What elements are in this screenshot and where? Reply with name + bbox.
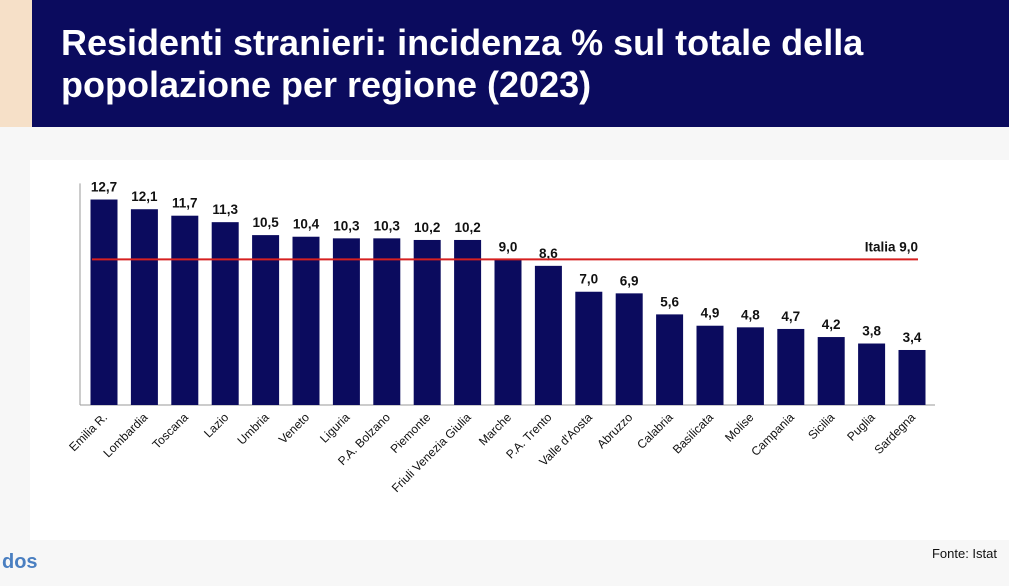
header-accent-strip (0, 0, 32, 127)
value-label-6: 10,3 (333, 218, 360, 233)
value-label-20: 3,4 (903, 330, 922, 345)
value-label-14: 5,6 (660, 294, 679, 309)
svg-text:dos: dos (2, 551, 38, 573)
category-label-15: Basilicata (670, 410, 716, 456)
bar-13 (615, 293, 643, 405)
value-label-18: 4,2 (822, 317, 841, 332)
value-label-16: 4,8 (741, 307, 760, 322)
bar-20 (898, 349, 926, 405)
category-label-2: Toscana (149, 410, 191, 452)
value-label-11: 8,6 (539, 246, 558, 261)
value-label-8: 10,2 (414, 220, 440, 235)
category-label-5: Veneto (276, 410, 313, 447)
dos-logo: dos (2, 551, 38, 573)
bar-12 (575, 291, 603, 405)
value-label-19: 3,8 (862, 324, 881, 339)
value-label-2: 11,7 (172, 196, 198, 211)
value-label-0: 12,7 (91, 180, 117, 195)
value-label-7: 10,3 (374, 218, 401, 233)
bar-15 (696, 325, 724, 405)
bar-19 (858, 343, 886, 405)
bar-17 (777, 328, 805, 405)
header-banner: Residenti stranieri: incidenza % sul tot… (0, 0, 1009, 127)
bar-5 (292, 236, 320, 405)
category-label-3: Lazio (201, 410, 231, 440)
value-label-9: 10,2 (454, 220, 480, 235)
category-label-10: Marche (476, 410, 514, 448)
category-label-16: Molise (722, 410, 757, 445)
bar-11 (534, 265, 562, 405)
category-label-18: Sicilia (805, 410, 837, 442)
bar-3 (211, 222, 239, 405)
category-label-1: Lombardia (101, 410, 151, 460)
category-label-13: Abruzzo (594, 410, 635, 451)
bar-8 (413, 239, 441, 405)
category-label-6: Liguria (317, 410, 353, 446)
bar-0 (90, 199, 118, 405)
category-label-20: Sardegna (871, 410, 918, 457)
value-label-5: 10,4 (293, 217, 320, 232)
category-label-19: Puglia (844, 410, 878, 444)
page-title: Residenti stranieri: incidenza % sul tot… (61, 22, 864, 105)
bar-4 (252, 235, 280, 405)
value-label-3: 11,3 (212, 202, 238, 217)
bar-9 (454, 239, 482, 405)
bar-1 (130, 209, 158, 405)
bar-16 (736, 327, 764, 405)
bar-18 (817, 337, 845, 405)
reference-label: Italia 9,0 (865, 239, 918, 254)
category-label-9: Friuli Venezia Giulia (389, 410, 474, 495)
value-label-13: 6,9 (620, 273, 639, 288)
category-label-17: Campania (748, 410, 797, 459)
value-label-10: 9,0 (499, 239, 518, 254)
value-label-1: 12,1 (131, 189, 158, 204)
value-label-15: 4,9 (701, 306, 720, 321)
value-label-12: 7,0 (579, 272, 598, 287)
value-label-17: 4,7 (781, 309, 800, 324)
category-label-4: Umbria (234, 410, 271, 447)
bar-10 (494, 259, 522, 405)
value-label-4: 10,5 (252, 215, 279, 230)
bar-6 (332, 238, 360, 405)
bar-2 (171, 215, 199, 405)
source-note: Fonte: Istat (931, 546, 997, 561)
bar-14 (656, 314, 684, 405)
bar-7 (373, 238, 401, 405)
